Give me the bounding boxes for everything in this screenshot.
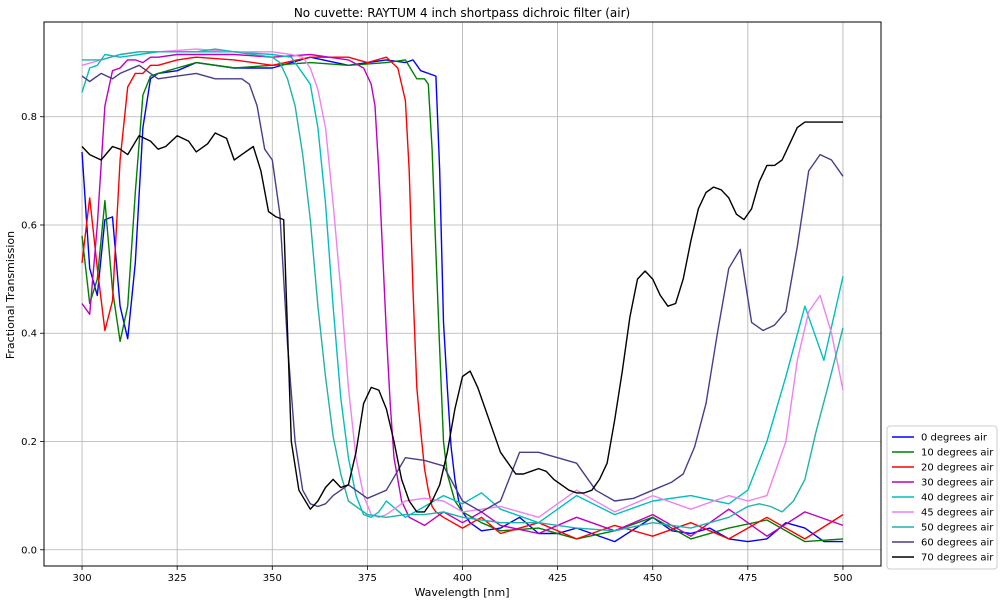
x-tick-label: 300 bbox=[72, 573, 91, 584]
y-axis-label: Fractional Transmission bbox=[4, 231, 17, 359]
legend-label: 0 degrees air bbox=[921, 433, 988, 444]
legend-label: 60 degrees air bbox=[921, 538, 994, 549]
x-tick-label: 350 bbox=[263, 573, 282, 584]
x-tick-label: 400 bbox=[453, 573, 472, 584]
series-line-0 bbox=[81, 56, 843, 543]
x-axis-ticks: 300 325 350 375 400 425 450 475 500 bbox=[72, 566, 853, 584]
grid bbox=[44, 22, 881, 566]
legend-label: 40 degrees air bbox=[921, 493, 994, 504]
y-tick-label: 0.6 bbox=[21, 220, 37, 231]
series-line-1 bbox=[81, 59, 844, 543]
series-line-6 bbox=[82, 48, 844, 532]
series-line-3 bbox=[81, 53, 844, 537]
x-axis-label: Wavelength [nm] bbox=[414, 586, 509, 599]
y-tick-label: 0.2 bbox=[21, 437, 37, 448]
legend-label: 20 degrees air bbox=[921, 463, 994, 474]
legend-label: 45 degrees air bbox=[921, 508, 994, 519]
x-tick-label: 375 bbox=[358, 573, 377, 584]
legend: 0 degrees air 10 degrees air 20 degrees ai… bbox=[886, 425, 998, 570]
legend-label: 10 degrees air bbox=[921, 448, 994, 459]
series-line-2 bbox=[81, 56, 844, 540]
x-tick-label: 475 bbox=[738, 573, 757, 584]
legend-label: 70 degrees air bbox=[921, 553, 994, 564]
x-tick-label: 450 bbox=[643, 573, 662, 584]
series-line-5 bbox=[81, 48, 844, 518]
legend-box bbox=[886, 425, 998, 570]
y-tick-label: 0.0 bbox=[21, 545, 37, 556]
x-tick-label: 500 bbox=[833, 573, 852, 584]
series-line-7 bbox=[81, 64, 844, 513]
y-tick-label: 0.8 bbox=[21, 112, 37, 123]
x-tick-label: 325 bbox=[168, 573, 187, 584]
y-axis-ticks: 0.0 0.2 0.4 0.6 0.8 bbox=[21, 112, 44, 556]
chart-title: No cuvette: RAYTUM 4 inch shortpass dich… bbox=[294, 6, 630, 20]
series-line-8 bbox=[81, 121, 843, 513]
y-tick-label: 0.4 bbox=[21, 329, 37, 340]
legend-label: 30 degrees air bbox=[921, 478, 994, 489]
x-tick-label: 425 bbox=[548, 573, 567, 584]
plot-lines bbox=[81, 48, 844, 543]
legend-label: 50 degrees air bbox=[921, 523, 994, 534]
